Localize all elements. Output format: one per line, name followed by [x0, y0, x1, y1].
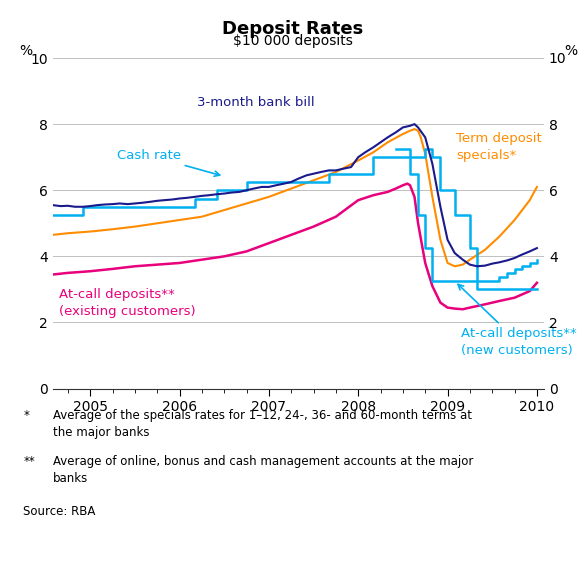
Text: %: %	[19, 44, 32, 58]
Text: $10 000 deposits: $10 000 deposits	[233, 34, 352, 48]
Text: %: %	[565, 44, 577, 58]
Text: At-call deposits**
(existing customers): At-call deposits** (existing customers)	[59, 288, 195, 318]
Text: **: **	[23, 455, 35, 468]
Text: *: *	[23, 409, 29, 422]
Text: Average of online, bonus and cash management accounts at the major
banks: Average of online, bonus and cash manage…	[53, 455, 473, 485]
Text: Term deposit
specials*: Term deposit specials*	[456, 132, 542, 162]
Text: At-call deposits**
(new customers): At-call deposits** (new customers)	[458, 284, 577, 357]
Text: 3-month bank bill: 3-month bank bill	[197, 96, 314, 109]
Text: Deposit Rates: Deposit Rates	[222, 20, 363, 38]
Text: Cash rate: Cash rate	[117, 149, 220, 176]
Text: Source: RBA: Source: RBA	[23, 505, 96, 517]
Text: Average of the specials rates for 1–12, 24-, 36- and 60-month terms at
the major: Average of the specials rates for 1–12, …	[53, 409, 472, 439]
